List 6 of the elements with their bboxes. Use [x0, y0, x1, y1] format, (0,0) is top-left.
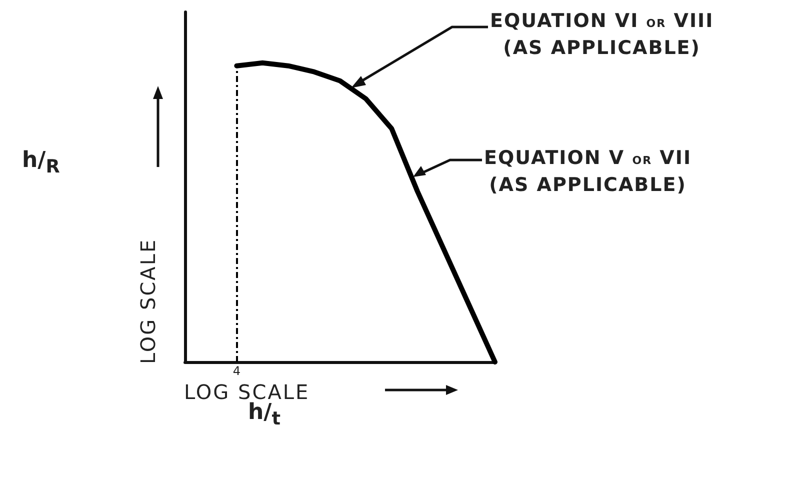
text: 4	[232, 364, 240, 378]
text: h/$_{R}$	[22, 148, 60, 178]
x-axis-title: h/$_{t}$	[248, 400, 280, 430]
text: LOG SCALE	[136, 238, 160, 364]
annotation: EQUATION V or VII (AS APPLICABLE)	[484, 146, 692, 198]
text: EQUATION VI or VIII (AS APPLICABLE)	[490, 9, 714, 61]
